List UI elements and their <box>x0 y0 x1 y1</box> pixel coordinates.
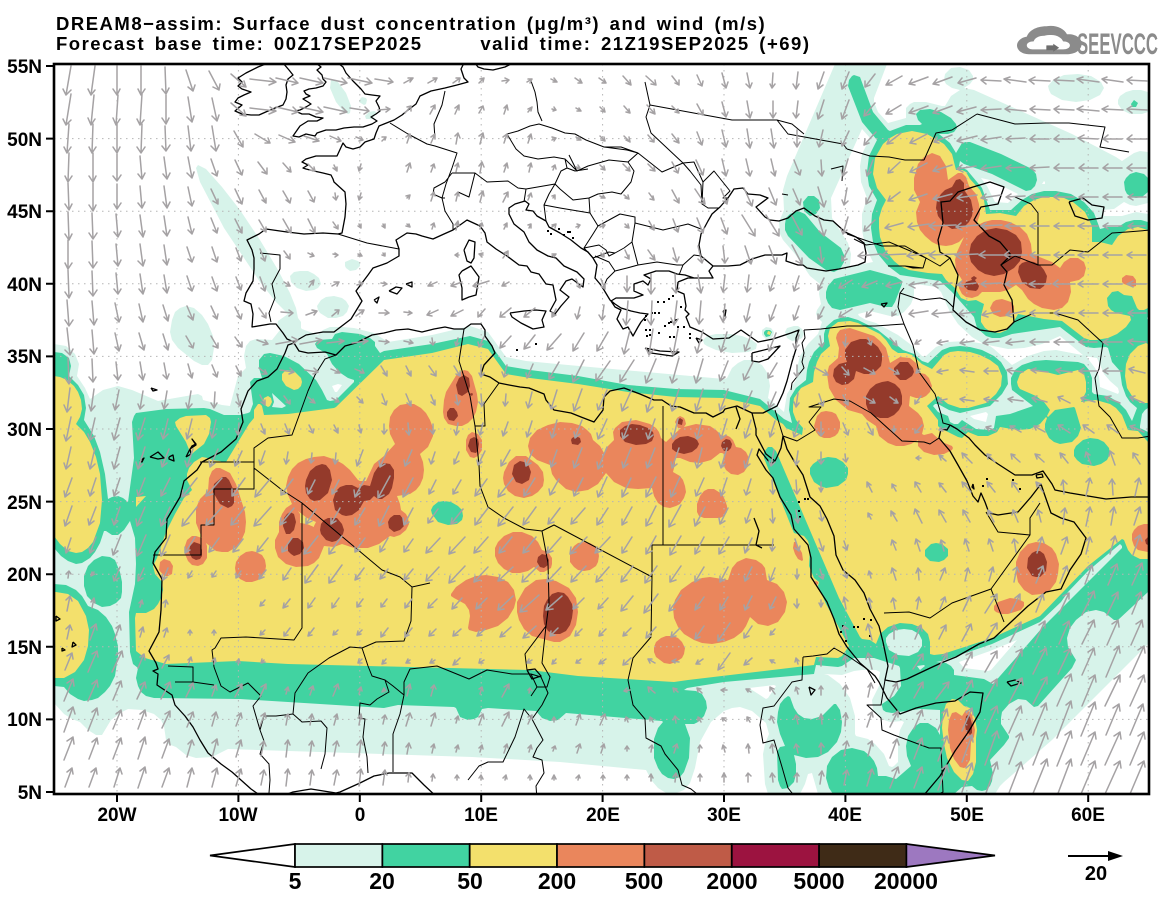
svg-text:20000: 20000 <box>874 868 938 894</box>
svg-text:45N: 45N <box>7 202 42 223</box>
svg-text:0: 0 <box>355 805 366 826</box>
svg-text:10E: 10E <box>464 805 498 826</box>
svg-text:5N: 5N <box>18 783 42 804</box>
svg-text:25N: 25N <box>7 493 42 514</box>
svg-text:SEEVCCC: SEEVCCC <box>1077 28 1158 61</box>
svg-text:30N: 30N <box>7 420 42 441</box>
svg-text:30E: 30E <box>707 805 741 826</box>
svg-text:20: 20 <box>369 868 395 894</box>
svg-text:200: 200 <box>538 868 576 894</box>
svg-text:15N: 15N <box>7 638 42 659</box>
svg-text:500: 500 <box>625 868 663 894</box>
svg-text:40N: 40N <box>7 275 42 296</box>
svg-text:50E: 50E <box>950 805 984 826</box>
svg-text:40E: 40E <box>828 805 862 826</box>
svg-text:10W: 10W <box>218 805 257 826</box>
svg-text:50: 50 <box>457 868 483 894</box>
svg-text:50N: 50N <box>7 130 42 151</box>
svg-text:10N: 10N <box>7 710 42 731</box>
svg-text:Forecast base time: 00Z17SEP20: Forecast base time: 00Z17SEP2025 valid t… <box>56 33 810 54</box>
svg-text:DREAM8−assim: Surface dust con: DREAM8−assim: Surface dust concentration… <box>56 13 766 34</box>
svg-text:60E: 60E <box>1071 805 1105 826</box>
svg-text:5000: 5000 <box>793 868 844 894</box>
svg-text:5: 5 <box>289 868 302 894</box>
svg-text:20E: 20E <box>586 805 620 826</box>
svg-text:2000: 2000 <box>706 868 757 894</box>
svg-text:35N: 35N <box>7 347 42 368</box>
svg-text:20W: 20W <box>97 805 136 826</box>
svg-text:20N: 20N <box>7 565 42 586</box>
svg-text:55N: 55N <box>7 57 42 78</box>
svg-text:20: 20 <box>1085 863 1107 885</box>
